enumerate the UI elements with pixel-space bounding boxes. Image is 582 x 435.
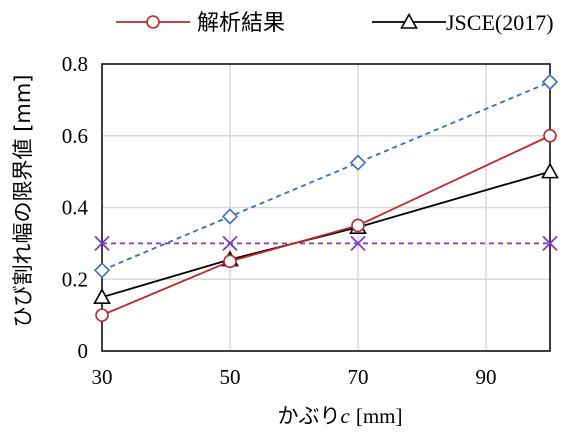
gridlines (102, 64, 550, 351)
x-tick-label: 70 (348, 365, 369, 389)
legend-item: JSCE(2017) (372, 10, 554, 35)
data-point-diamond (349, 154, 367, 171)
y-tick-label: 0.6 (62, 124, 88, 148)
x-axis-title: かぶりc [mm] (278, 404, 403, 428)
x-tick-label: 50 (220, 365, 241, 389)
data-point-x (350, 235, 366, 252)
legend-marker-triangle (400, 12, 418, 29)
data-point-circle (95, 308, 109, 322)
legend-marker-circle (146, 15, 160, 29)
series-line (101, 81, 551, 272)
y-tick-label: 0.4 (62, 196, 89, 220)
legend-item: 解析結果 (116, 11, 285, 36)
x-tick-label: 90 (476, 365, 497, 389)
x-axis-title-unit: [mm] (356, 404, 403, 428)
data-point-diamond (541, 73, 559, 91)
data-point-circle (223, 254, 237, 269)
x-axis-title-text: かぶり (278, 404, 341, 428)
data-point-circle (351, 218, 365, 233)
data-point-triangle (93, 288, 111, 304)
data-point-diamond (93, 262, 111, 279)
data-point-x (222, 235, 238, 252)
legend: 解析結果 JSCE(2017) (116, 10, 554, 36)
series-0 (95, 128, 557, 322)
data-point-circle (543, 128, 557, 143)
series-2 (93, 73, 559, 279)
data-point-triangle (541, 162, 559, 179)
data-point-x (542, 235, 558, 252)
series-layer (93, 73, 559, 322)
legend-label: 解析結果 (197, 11, 285, 36)
legend-label: JSCE(2017) (446, 10, 554, 35)
y-tick-label: 0.2 (62, 267, 88, 291)
x-tick-label: 30 (92, 365, 113, 389)
tick-labels: 0 0.2 0.4 0.6 0.8 30 50 70 90 (62, 52, 497, 389)
data-point-diamond (221, 208, 239, 225)
data-point-x (94, 235, 110, 252)
series-line (101, 134, 551, 316)
x-axis-title-variable: c (341, 404, 351, 428)
y-tick-label: 0.8 (62, 52, 88, 76)
plot-area (101, 63, 551, 352)
y-axis-title: ひび割れ幅の限界値 [mm] (11, 75, 35, 328)
y-tick-label: 0 (78, 339, 89, 363)
